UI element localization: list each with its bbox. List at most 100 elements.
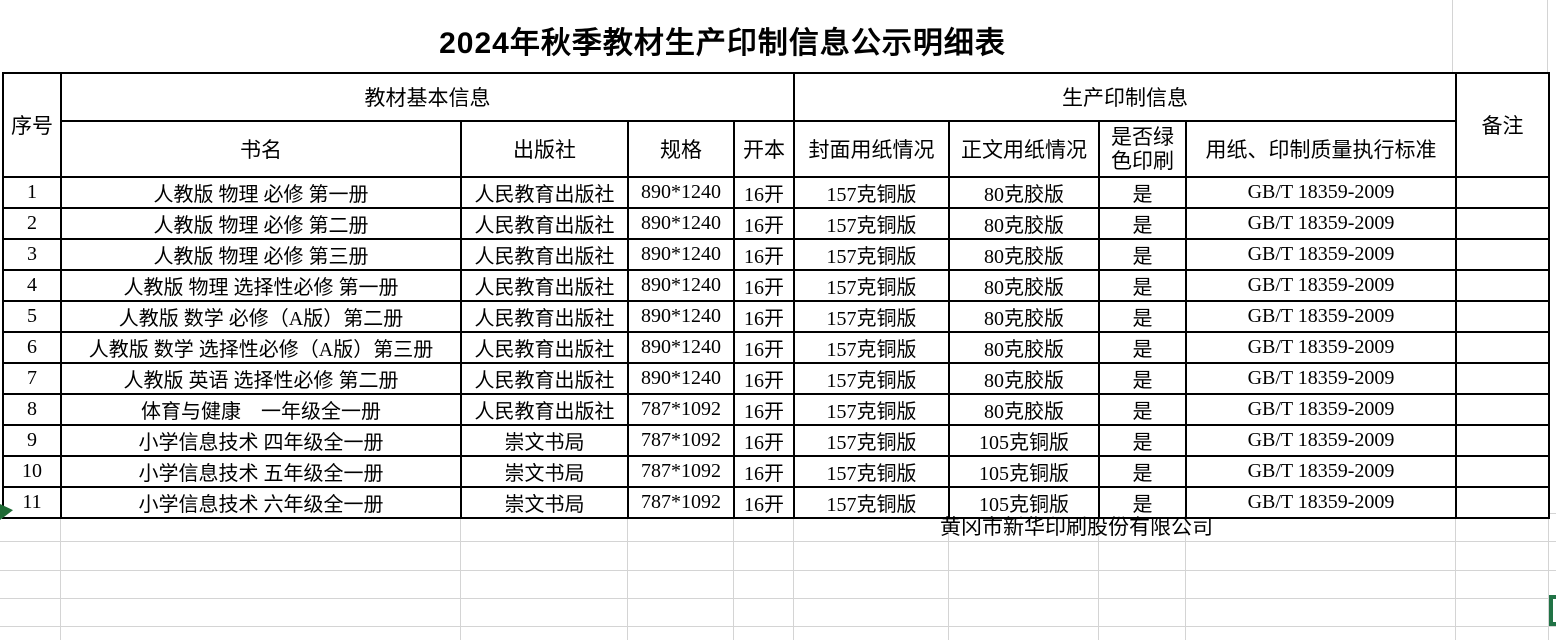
cell-format[interactable]: 16开 [733, 207, 795, 240]
cell-format[interactable]: 16开 [733, 176, 795, 209]
cell-book-name[interactable]: 小学信息技术 六年级全一册 [60, 486, 462, 519]
cell-book-name[interactable]: 人教版 物理 必修 第一册 [60, 176, 462, 209]
cell-body-paper[interactable]: 80克胶版 [948, 300, 1100, 333]
cell-remark[interactable] [1455, 238, 1550, 271]
cell-book-name[interactable]: 小学信息技术 五年级全一册 [60, 455, 462, 488]
cell-quality-standard[interactable]: GB/T 18359-2009 [1185, 300, 1457, 333]
cell-cover-paper[interactable]: 157克铜版 [793, 331, 950, 364]
cell-body-paper[interactable]: 105克铜版 [948, 424, 1100, 457]
cell-book-name[interactable]: 人教版 物理 必修 第三册 [60, 238, 462, 271]
cell-green-printing[interactable]: 是 [1098, 331, 1187, 364]
cell-publisher[interactable]: 人民教育出版社 [460, 300, 629, 333]
cell-publisher[interactable]: 崇文书局 [460, 455, 629, 488]
cell-publisher[interactable]: 人民教育出版社 [460, 393, 629, 426]
cell-green-printing[interactable]: 是 [1098, 207, 1187, 240]
cell-spec[interactable]: 890*1240 [627, 238, 735, 271]
header-seq[interactable]: 序号 [2, 72, 62, 178]
cell-quality-standard[interactable]: GB/T 18359-2009 [1185, 424, 1457, 457]
cell-format[interactable]: 16开 [733, 486, 795, 519]
cell-publisher[interactable]: 人民教育出版社 [460, 331, 629, 364]
cell-green-printing[interactable]: 是 [1098, 362, 1187, 395]
cell-publisher[interactable]: 崇文书局 [460, 424, 629, 457]
cell-seq[interactable]: 2 [2, 207, 62, 240]
header-spec[interactable]: 规格 [627, 120, 735, 178]
cell-book-name[interactable]: 人教版 物理 必修 第二册 [60, 207, 462, 240]
cell-cover-paper[interactable]: 157克铜版 [793, 269, 950, 302]
cell-seq[interactable]: 3 [2, 238, 62, 271]
cell-body-paper[interactable]: 80克胶版 [948, 238, 1100, 271]
cell-format[interactable]: 16开 [733, 238, 795, 271]
cell-book-name[interactable]: 小学信息技术 四年级全一册 [60, 424, 462, 457]
cell-remark[interactable] [1455, 176, 1550, 209]
cell-format[interactable]: 16开 [733, 269, 795, 302]
cell-remark[interactable] [1455, 269, 1550, 302]
cell-cover-paper[interactable]: 157克铜版 [793, 486, 950, 519]
header-green-printing[interactable]: 是否绿色印刷 [1098, 120, 1187, 178]
cell-spec[interactable]: 890*1240 [627, 300, 735, 333]
cell-quality-standard[interactable]: GB/T 18359-2009 [1185, 331, 1457, 364]
cell-format[interactable]: 16开 [733, 424, 795, 457]
header-remark[interactable]: 备注 [1455, 72, 1550, 178]
cell-remark[interactable] [1455, 393, 1550, 426]
cell-spec[interactable]: 890*1240 [627, 362, 735, 395]
cell-body-paper[interactable]: 80克胶版 [948, 176, 1100, 209]
header-body-paper[interactable]: 正文用纸情况 [948, 120, 1100, 178]
cell-remark[interactable] [1455, 300, 1550, 333]
cell-green-printing[interactable]: 是 [1098, 424, 1187, 457]
cell-quality-standard[interactable]: GB/T 18359-2009 [1185, 362, 1457, 395]
header-book-name[interactable]: 书名 [60, 120, 462, 178]
cell-quality-standard[interactable]: GB/T 18359-2009 [1185, 207, 1457, 240]
header-cover-paper[interactable]: 封面用纸情况 [793, 120, 950, 178]
cell-quality-standard[interactable]: GB/T 18359-2009 [1185, 455, 1457, 488]
cell-cover-paper[interactable]: 157克铜版 [793, 393, 950, 426]
cell-body-paper[interactable]: 105克铜版 [948, 486, 1100, 519]
cell-green-printing[interactable]: 是 [1098, 455, 1187, 488]
cell-body-paper[interactable]: 105克铜版 [948, 455, 1100, 488]
cell-body-paper[interactable]: 80克胶版 [948, 269, 1100, 302]
cell-book-name[interactable]: 人教版 英语 选择性必修 第二册 [60, 362, 462, 395]
cell-book-name[interactable]: 人教版 物理 选择性必修 第一册 [60, 269, 462, 302]
cell-seq[interactable]: 9 [2, 424, 62, 457]
cell-book-name[interactable]: 人教版 数学 必修（A版）第二册 [60, 300, 462, 333]
cell-seq[interactable]: 6 [2, 331, 62, 364]
cell-remark[interactable] [1455, 455, 1550, 488]
cell-cover-paper[interactable]: 157克铜版 [793, 455, 950, 488]
header-group-print-info[interactable]: 生产印制信息 [793, 72, 1457, 122]
cell-seq[interactable]: 8 [2, 393, 62, 426]
cell-seq[interactable]: 11 [2, 486, 62, 519]
cell-publisher[interactable]: 崇文书局 [460, 486, 629, 519]
cell-green-printing[interactable]: 是 [1098, 486, 1187, 519]
cell-book-name[interactable]: 人教版 数学 选择性必修（A版）第三册 [60, 331, 462, 364]
cell-remark[interactable] [1455, 486, 1550, 519]
cell-cover-paper[interactable]: 157克铜版 [793, 300, 950, 333]
cell-spec[interactable]: 787*1092 [627, 455, 735, 488]
cell-quality-standard[interactable]: GB/T 18359-2009 [1185, 393, 1457, 426]
cell-publisher[interactable]: 人民教育出版社 [460, 269, 629, 302]
cell-remark[interactable] [1455, 424, 1550, 457]
cell-remark[interactable] [1455, 331, 1550, 364]
header-quality-standard[interactable]: 用纸、印制质量执行标准 [1185, 120, 1457, 178]
cell-format[interactable]: 16开 [733, 455, 795, 488]
cell-green-printing[interactable]: 是 [1098, 176, 1187, 209]
cell-spec[interactable]: 787*1092 [627, 486, 735, 519]
cell-format[interactable]: 16开 [733, 300, 795, 333]
cell-seq[interactable]: 7 [2, 362, 62, 395]
cell-spec[interactable]: 890*1240 [627, 331, 735, 364]
cell-publisher[interactable]: 人民教育出版社 [460, 238, 629, 271]
cell-remark[interactable] [1455, 362, 1550, 395]
cell-book-name[interactable]: 体育与健康 一年级全一册 [60, 393, 462, 426]
cell-cover-paper[interactable]: 157克铜版 [793, 424, 950, 457]
header-publisher[interactable]: 出版社 [460, 120, 629, 178]
cell-body-paper[interactable]: 80克胶版 [948, 362, 1100, 395]
header-group-basic-info[interactable]: 教材基本信息 [60, 72, 795, 122]
cell-spec[interactable]: 890*1240 [627, 176, 735, 209]
cell-green-printing[interactable]: 是 [1098, 238, 1187, 271]
cell-spec[interactable]: 787*1092 [627, 393, 735, 426]
sheet-title[interactable]: 2024年秋季教材生产印制信息公示明细表 [439, 27, 1006, 60]
cell-green-printing[interactable]: 是 [1098, 269, 1187, 302]
cell-spec[interactable]: 787*1092 [627, 424, 735, 457]
company-name[interactable]: 黄冈市新华印刷股份有限公司 [940, 515, 1213, 539]
cell-remark[interactable] [1455, 207, 1550, 240]
cell-spec[interactable]: 890*1240 [627, 269, 735, 302]
cell-format[interactable]: 16开 [733, 393, 795, 426]
